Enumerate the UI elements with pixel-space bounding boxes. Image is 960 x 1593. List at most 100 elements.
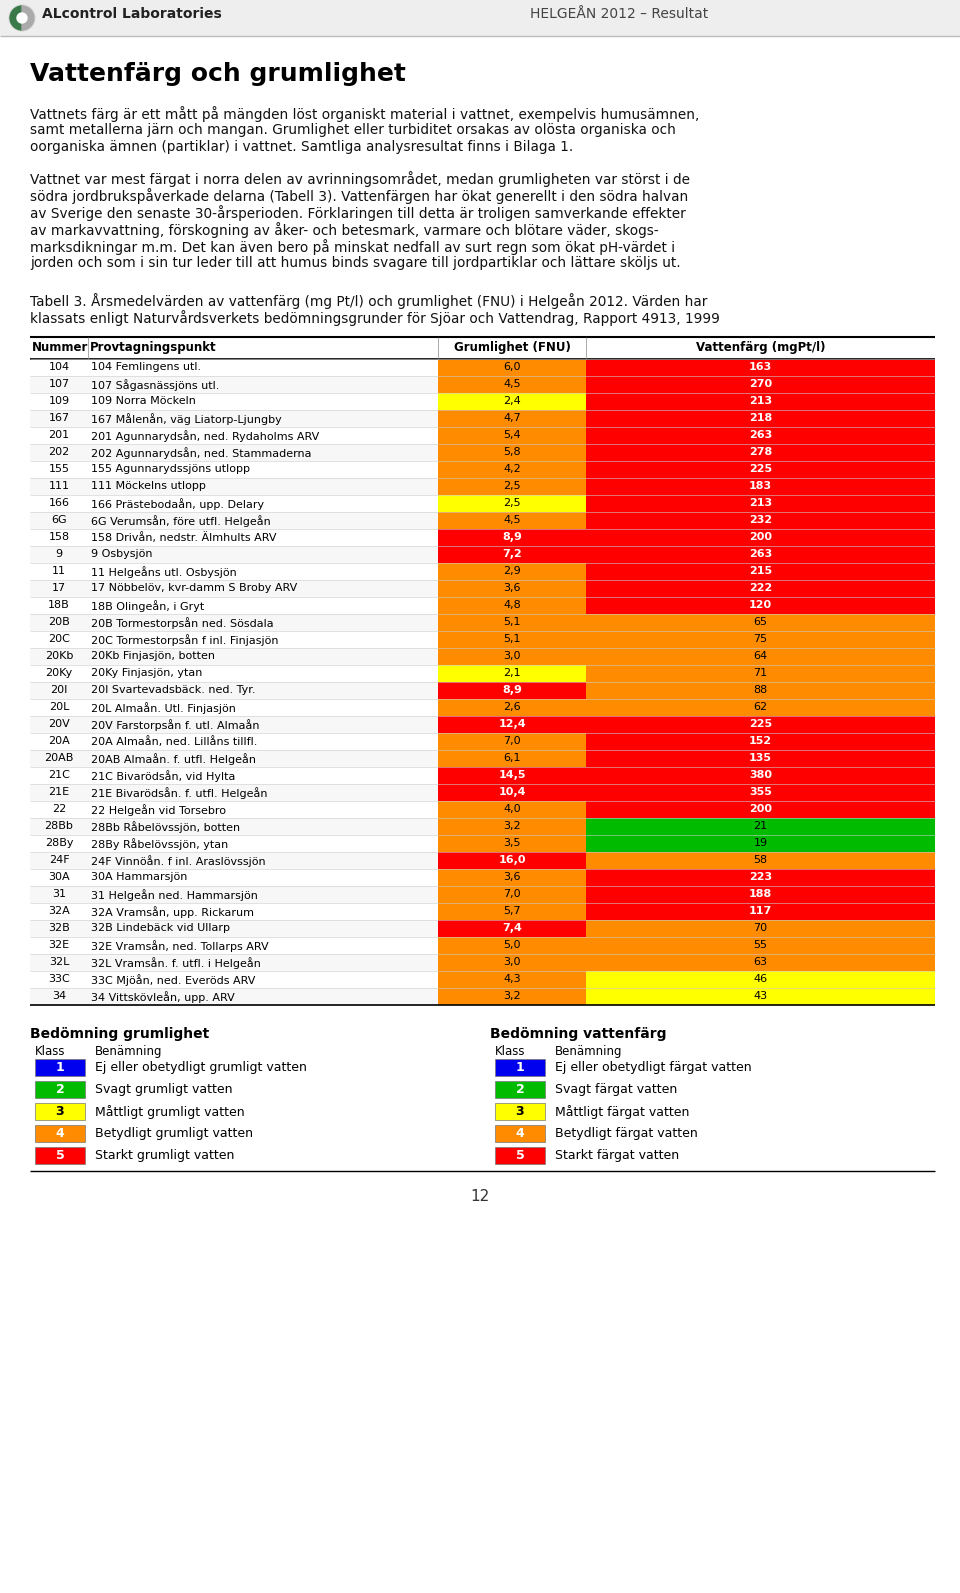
Bar xyxy=(586,733,935,750)
Bar xyxy=(30,766,935,784)
Bar xyxy=(30,393,935,409)
Bar xyxy=(438,817,586,835)
Text: av markavvattning, förskogning av åker- och betesmark, varmare och blötare väder: av markavvattning, förskogning av åker- … xyxy=(30,221,659,237)
Bar xyxy=(586,478,935,495)
Bar xyxy=(495,1082,545,1098)
Text: 4,2: 4,2 xyxy=(503,464,521,475)
Bar xyxy=(438,613,586,631)
Text: Vattenfärg och grumlighet: Vattenfärg och grumlighet xyxy=(30,62,406,86)
Text: Bedömning vattenfärg: Bedömning vattenfärg xyxy=(490,1027,666,1040)
Text: 62: 62 xyxy=(754,703,768,712)
Text: 5,1: 5,1 xyxy=(503,616,520,628)
Text: 33C Mjöån, ned. Everöds ARV: 33C Mjöån, ned. Everöds ARV xyxy=(91,973,255,986)
Text: 21: 21 xyxy=(754,820,768,832)
Text: HELGEÅN 2012 – Resultat: HELGEÅN 2012 – Resultat xyxy=(530,6,708,21)
Bar xyxy=(438,886,586,903)
Text: 7,0: 7,0 xyxy=(503,736,521,746)
Text: 111 Möckelns utlopp: 111 Möckelns utlopp xyxy=(91,481,205,491)
Text: 5,7: 5,7 xyxy=(503,906,521,916)
Bar xyxy=(586,835,935,852)
Text: 2,1: 2,1 xyxy=(503,667,521,679)
Text: 3,6: 3,6 xyxy=(503,871,520,883)
Bar xyxy=(586,613,935,631)
Text: Provtagningspunkt: Provtagningspunkt xyxy=(90,341,217,354)
Bar xyxy=(586,460,935,478)
Text: Svagt grumligt vatten: Svagt grumligt vatten xyxy=(95,1083,232,1096)
Text: Betydligt färgat vatten: Betydligt färgat vatten xyxy=(555,1126,698,1141)
Text: jorden och som i sin tur leder till att humus binds svagare till jordpartiklar o: jorden och som i sin tur leder till att … xyxy=(30,256,681,269)
Text: 2,9: 2,9 xyxy=(503,566,521,577)
Text: Starkt grumligt vatten: Starkt grumligt vatten xyxy=(95,1149,234,1161)
Bar xyxy=(30,801,935,817)
Text: södra jordbrukspåverkade delarna (Tabell 3). Vattenfärgen har ökat generellt i d: södra jordbrukspåverkade delarna (Tabell… xyxy=(30,188,688,204)
Text: 20C Tormestorpsån f inl. Finjasjön: 20C Tormestorpsån f inl. Finjasjön xyxy=(91,634,278,645)
Text: 183: 183 xyxy=(749,481,772,491)
Circle shape xyxy=(17,13,27,22)
Bar xyxy=(30,444,935,460)
Bar xyxy=(586,801,935,817)
Text: 34: 34 xyxy=(52,991,66,1000)
Text: 1: 1 xyxy=(516,1061,524,1074)
Bar xyxy=(586,870,935,886)
Text: Nummer: Nummer xyxy=(32,341,88,354)
Text: 215: 215 xyxy=(749,566,772,577)
Text: 21C Bivarödsån, vid Hylta: 21C Bivarödsån, vid Hylta xyxy=(91,769,235,782)
Text: klassats enligt Naturvårdsverkets bedömningsgrunder för Sjöar och Vattendrag, Ra: klassats enligt Naturvårdsverkets bedömn… xyxy=(30,311,720,327)
Bar xyxy=(438,597,586,613)
Bar xyxy=(586,817,935,835)
Text: 24F Vinnöån. f inl. Araslövssjön: 24F Vinnöån. f inl. Araslövssjön xyxy=(91,855,266,867)
Text: 6,1: 6,1 xyxy=(503,753,520,763)
Bar xyxy=(438,664,586,682)
Text: 5: 5 xyxy=(516,1149,524,1161)
Bar xyxy=(35,1125,85,1142)
Bar xyxy=(586,921,935,937)
Text: 32B: 32B xyxy=(48,922,70,933)
Text: 213: 213 xyxy=(749,499,772,508)
Text: 10,4: 10,4 xyxy=(498,787,526,796)
Text: 167 Målenån, väg Liatorp-Ljungby: 167 Målenån, väg Liatorp-Ljungby xyxy=(91,413,281,425)
Bar xyxy=(438,801,586,817)
Text: 20L Almaån. Utl. Finjasjön: 20L Almaån. Utl. Finjasjön xyxy=(91,703,236,714)
Text: 1: 1 xyxy=(56,1061,64,1074)
Text: 32L Vramsån. f. utfl. i Helgeån: 32L Vramsån. f. utfl. i Helgeån xyxy=(91,957,261,969)
Bar xyxy=(438,393,586,409)
Text: 20Kb Finjasjön, botten: 20Kb Finjasjön, botten xyxy=(91,652,215,661)
Bar xyxy=(35,1082,85,1098)
Bar xyxy=(30,852,935,870)
Text: 9 Osbysjön: 9 Osbysjön xyxy=(91,550,153,559)
Bar xyxy=(30,529,935,546)
Bar xyxy=(586,495,935,511)
Bar xyxy=(30,358,935,376)
Bar xyxy=(586,937,935,954)
Text: Vattnet var mest färgat i norra delen av avrinningsområdet, medan grumligheten v: Vattnet var mest färgat i norra delen av… xyxy=(30,170,690,186)
Bar xyxy=(30,699,935,715)
Bar xyxy=(30,478,935,495)
Text: 202 Agunnarydsån, ned. Stammaderna: 202 Agunnarydsån, ned. Stammaderna xyxy=(91,448,311,459)
Bar xyxy=(0,0,960,37)
Text: 3: 3 xyxy=(516,1106,524,1118)
Text: 107: 107 xyxy=(48,379,69,389)
Bar xyxy=(438,682,586,699)
Bar xyxy=(438,750,586,766)
Text: 31 Helgeån ned. Hammarsjön: 31 Helgeån ned. Hammarsjön xyxy=(91,889,258,902)
Text: 2,5: 2,5 xyxy=(503,499,521,508)
Bar xyxy=(438,766,586,784)
Bar xyxy=(586,682,935,699)
Text: 32A Vramsån, upp. Rickarum: 32A Vramsån, upp. Rickarum xyxy=(91,906,254,918)
Bar xyxy=(30,784,935,801)
Bar xyxy=(586,546,935,562)
Bar xyxy=(586,648,935,664)
Bar xyxy=(30,562,935,580)
Bar xyxy=(438,495,586,511)
Bar xyxy=(30,954,935,972)
Text: 222: 222 xyxy=(749,583,772,593)
Bar xyxy=(586,664,935,682)
Text: 46: 46 xyxy=(754,973,768,984)
Bar xyxy=(586,511,935,529)
Text: 6G Verumsån, före utfl. Helgeån: 6G Verumsån, före utfl. Helgeån xyxy=(91,515,271,527)
Bar xyxy=(30,937,935,954)
Text: Klass: Klass xyxy=(35,1045,65,1058)
Wedge shape xyxy=(10,6,22,30)
Bar xyxy=(438,631,586,648)
Bar xyxy=(438,699,586,715)
